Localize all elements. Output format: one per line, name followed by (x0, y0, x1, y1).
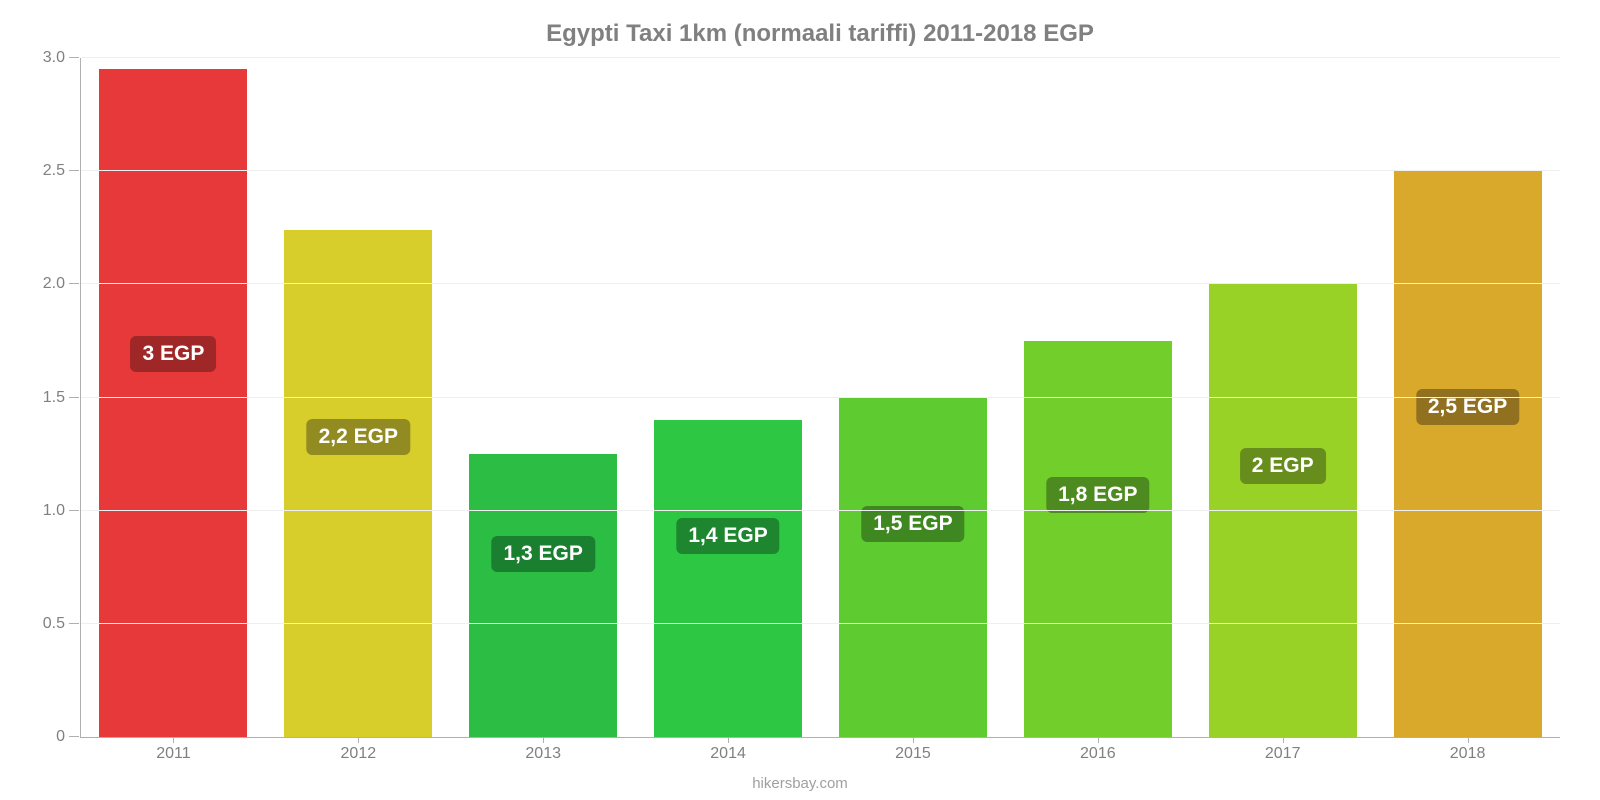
y-axis-label: 0.5 (43, 615, 65, 633)
grid-line (81, 397, 1560, 398)
x-axis-label: 2011 (81, 745, 266, 763)
x-tick (173, 737, 174, 743)
x-axis-label: 2018 (1375, 745, 1560, 763)
bars-group: 3 EGP 2,2 EGP 1,3 EGP 1,4 EGP 1,5 EGP 1,8 EGP… (81, 58, 1560, 737)
y-axis-label: 1.5 (43, 389, 65, 407)
bar-value-badge: 1,3 EGP (491, 536, 594, 572)
bar-slot: 1,3 EGP (451, 58, 636, 737)
bar-slot: 3 EGP (81, 58, 266, 737)
bar (1394, 171, 1542, 737)
x-axis-label: 2012 (266, 745, 451, 763)
grid-line (81, 510, 1560, 511)
bar-value-badge: 1,4 EGP (676, 518, 779, 554)
x-tick (1098, 737, 1099, 743)
y-tick (69, 283, 79, 284)
x-axis-label: 2016 (1005, 745, 1190, 763)
x-axis-label: 2013 (451, 745, 636, 763)
x-axis-labels: 20112012201320142015201620172018 (81, 745, 1560, 763)
bar (469, 454, 617, 737)
bar-slot: 2,2 EGP (266, 58, 451, 737)
bar (284, 230, 432, 737)
bar-value-badge: 3 EGP (131, 336, 217, 372)
x-tick (1283, 737, 1284, 743)
bar (1024, 341, 1172, 737)
x-tick (543, 737, 544, 743)
bar-slot: 1,4 EGP (636, 58, 821, 737)
x-axis-label: 2017 (1190, 745, 1375, 763)
bar-value-badge: 2 EGP (1240, 448, 1326, 484)
x-tick (358, 737, 359, 743)
y-tick (69, 736, 79, 737)
x-tick (1468, 737, 1469, 743)
bar-value-badge: 1,5 EGP (861, 506, 964, 542)
x-axis-label: 2014 (636, 745, 821, 763)
x-tick (728, 737, 729, 743)
attribution-text: hikersbay.com (0, 775, 1600, 792)
y-tick (69, 57, 79, 58)
bar-slot: 1,8 EGP (1005, 58, 1190, 737)
bar (839, 398, 987, 738)
grid-line (81, 623, 1560, 624)
bar-slot: 1,5 EGP (821, 58, 1006, 737)
bar-value-badge: 2,2 EGP (307, 419, 410, 455)
bar-slot: 2,5 EGP (1375, 58, 1560, 737)
x-tick (913, 737, 914, 743)
bar (654, 420, 802, 737)
grid-line (81, 283, 1560, 284)
bar (1209, 284, 1357, 737)
plot-area: 3 EGP 2,2 EGP 1,3 EGP 1,4 EGP 1,5 EGP 1,8 EGP… (80, 58, 1560, 738)
grid-line (81, 57, 1560, 58)
y-tick (69, 397, 79, 398)
bar-value-badge: 2,5 EGP (1416, 389, 1519, 425)
bar-value-badge: 1,8 EGP (1046, 477, 1149, 513)
y-tick (69, 170, 79, 171)
y-axis-label: 2.0 (43, 275, 65, 293)
y-axis-label: 1.0 (43, 502, 65, 520)
y-axis-label: 3.0 (43, 49, 65, 67)
y-tick (69, 623, 79, 624)
grid-line (81, 170, 1560, 171)
y-axis-label: 2.5 (43, 162, 65, 180)
x-axis-label: 2015 (821, 745, 1006, 763)
y-tick (69, 510, 79, 511)
chart-container: Egypti Taxi 1km (normaali tariffi) 2011-… (0, 0, 1600, 800)
bar-slot: 2 EGP (1190, 58, 1375, 737)
chart-title: Egypti Taxi 1km (normaali tariffi) 2011-… (80, 20, 1560, 48)
y-axis-label: 0 (56, 728, 65, 746)
